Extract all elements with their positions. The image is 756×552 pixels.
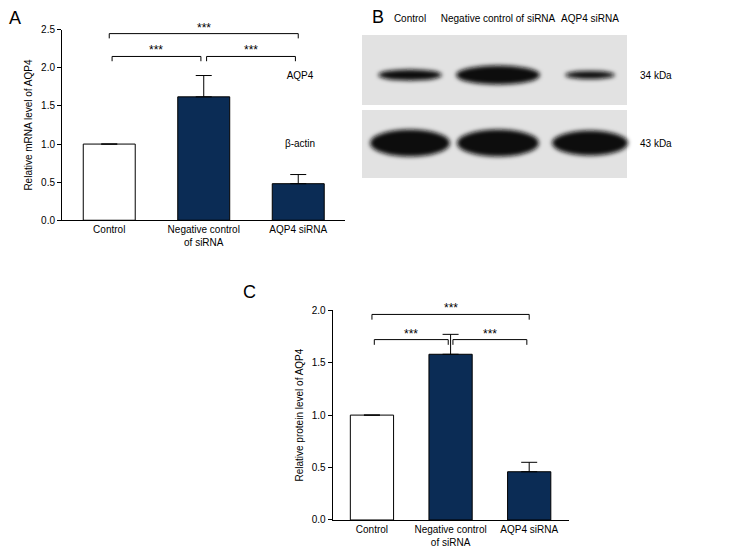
svg-text:0.5: 0.5 xyxy=(312,462,326,473)
svg-text:2.0: 2.0 xyxy=(41,62,55,73)
svg-text:Control: Control xyxy=(356,524,388,535)
svg-text:0.0: 0.0 xyxy=(41,215,55,226)
svg-text:0.0: 0.0 xyxy=(312,514,326,525)
svg-text:A: A xyxy=(9,8,21,28)
svg-text:C: C xyxy=(243,282,256,302)
svg-text:1.0: 1.0 xyxy=(312,410,326,421)
svg-text:1.5: 1.5 xyxy=(41,100,55,111)
svg-text:***: *** xyxy=(244,43,258,57)
svg-text:Negative control of siRNA: Negative control of siRNA xyxy=(441,13,556,24)
svg-text:Relative protein level of AQP4: Relative protein level of AQP4 xyxy=(294,348,305,481)
svg-text:AQP4 siRNA: AQP4 siRNA xyxy=(269,224,327,235)
svg-text:***: *** xyxy=(149,43,163,57)
svg-text:B: B xyxy=(372,7,384,27)
svg-text:AQP4 siRNA: AQP4 siRNA xyxy=(561,13,619,24)
svg-text:Control: Control xyxy=(93,224,125,235)
svg-text:34 kDa: 34 kDa xyxy=(640,70,672,81)
svg-text:1.0: 1.0 xyxy=(41,139,55,150)
svg-text:Negative controlof siRNA: Negative controlof siRNA xyxy=(168,224,240,248)
svg-text:β-actin: β-actin xyxy=(285,138,315,149)
svg-text:***: *** xyxy=(404,327,418,341)
svg-text:1.5: 1.5 xyxy=(312,357,326,368)
svg-text:43 kDa: 43 kDa xyxy=(640,138,672,149)
svg-text:***: *** xyxy=(483,327,497,341)
svg-text:2.0: 2.0 xyxy=(312,305,326,316)
svg-text:***: *** xyxy=(197,21,211,35)
svg-text:2.5: 2.5 xyxy=(41,24,55,35)
svg-text:Negative controlof siRNA: Negative controlof siRNA xyxy=(414,524,486,548)
svg-text:0.5: 0.5 xyxy=(41,177,55,188)
svg-text:Relative mRNA level of AQP4: Relative mRNA level of AQP4 xyxy=(23,59,34,191)
svg-text:AQP4: AQP4 xyxy=(287,70,314,81)
svg-text:AQP4 siRNA: AQP4 siRNA xyxy=(500,524,558,535)
svg-text:Control: Control xyxy=(394,13,426,24)
svg-text:***: *** xyxy=(444,301,458,315)
